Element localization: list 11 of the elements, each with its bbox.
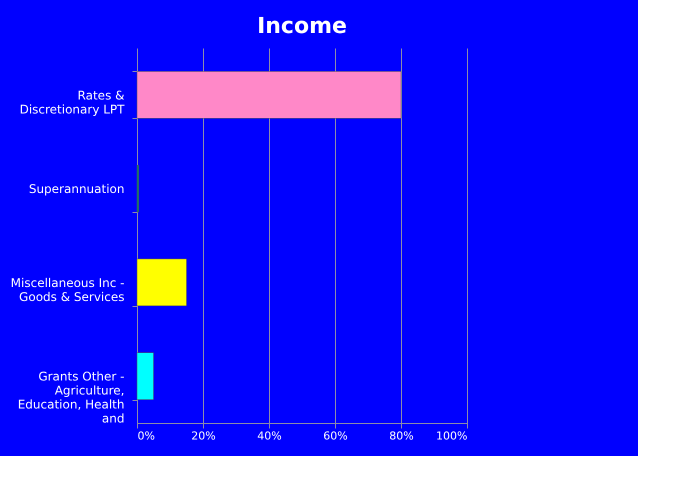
x-tick-label: 0% (138, 430, 155, 442)
x-tick-label: 60% (323, 430, 348, 442)
x-tick-label: 40% (257, 430, 282, 442)
y-tick-label: Superannuation (28, 182, 124, 196)
y-tick-label: Miscellaneous Inc - Goods & Services (10, 276, 124, 304)
y-tick-label: Rates & Discretionary LPT (20, 88, 126, 116)
x-tick-label: 100% (436, 430, 468, 442)
y-tick-label: Grants Other - Agriculture, Education, Health and (18, 370, 124, 426)
chart-title: Income (257, 14, 347, 39)
x-tick-label: 80% (389, 430, 414, 442)
x-tick-label: 20% (191, 430, 216, 442)
